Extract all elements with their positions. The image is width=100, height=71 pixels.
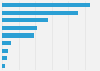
Bar	[2, 64, 5, 68]
Bar	[2, 3, 90, 7]
Bar	[2, 41, 11, 45]
Bar	[2, 11, 78, 15]
Bar	[2, 56, 7, 60]
Bar	[2, 33, 34, 38]
Bar	[2, 26, 37, 30]
Bar	[2, 18, 48, 22]
Bar	[2, 49, 8, 53]
